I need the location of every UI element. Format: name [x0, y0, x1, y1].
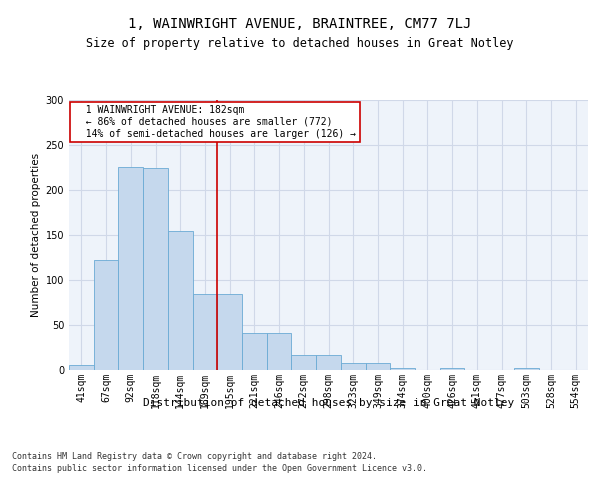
Bar	[94, 260, 118, 370]
Bar	[514, 368, 539, 370]
Text: 1, WAINWRIGHT AVENUE, BRAINTREE, CM77 7LJ: 1, WAINWRIGHT AVENUE, BRAINTREE, CM77 7L…	[128, 18, 472, 32]
Bar	[242, 333, 267, 370]
Bar	[143, 168, 168, 370]
Bar	[69, 364, 94, 370]
Bar	[365, 363, 390, 370]
Bar	[341, 363, 365, 370]
Bar	[292, 354, 316, 370]
Text: Size of property relative to detached houses in Great Notley: Size of property relative to detached ho…	[86, 38, 514, 51]
Bar	[118, 166, 143, 370]
Text: 1 WAINWRIGHT AVENUE: 182sqm
  ← 86% of detached houses are smaller (772)
  14% o: 1 WAINWRIGHT AVENUE: 182sqm ← 86% of det…	[74, 106, 356, 138]
Y-axis label: Number of detached properties: Number of detached properties	[31, 153, 41, 317]
Bar	[390, 368, 415, 370]
Bar	[440, 368, 464, 370]
Text: Contains HM Land Registry data © Crown copyright and database right 2024.
Contai: Contains HM Land Registry data © Crown c…	[12, 452, 427, 473]
Bar	[217, 294, 242, 370]
Text: Distribution of detached houses by size in Great Notley: Distribution of detached houses by size …	[143, 398, 514, 407]
Bar	[193, 294, 217, 370]
Bar	[267, 333, 292, 370]
Bar	[168, 230, 193, 370]
Bar	[316, 354, 341, 370]
